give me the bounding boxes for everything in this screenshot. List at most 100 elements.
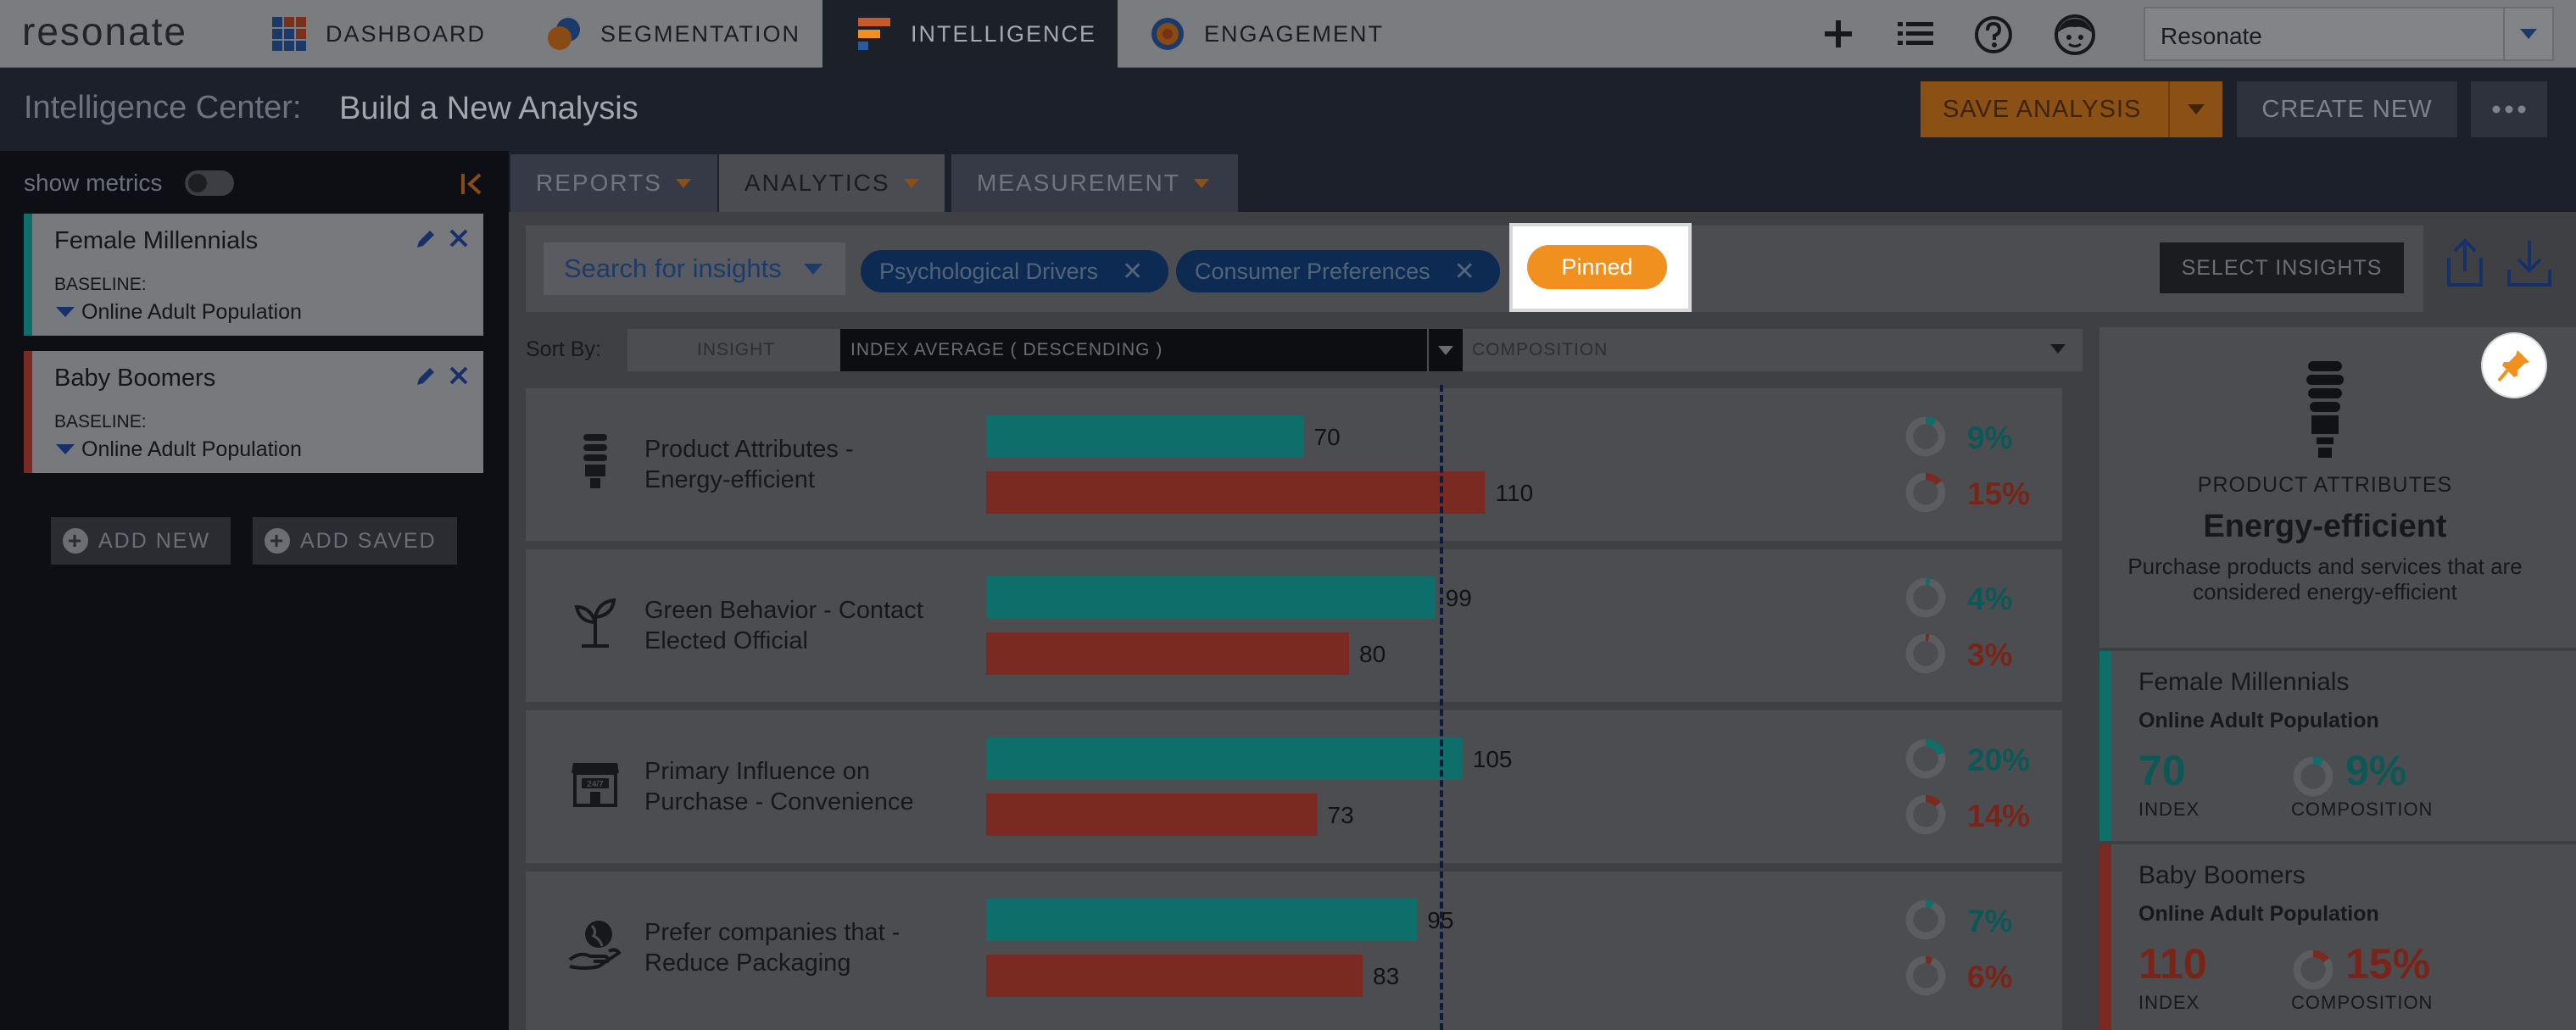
plus-icon[interactable]	[1823, 19, 1854, 49]
insight-label-line1: Green Behavior - Contact	[644, 597, 923, 624]
insight-label-line2: Reduce Packaging	[644, 949, 851, 977]
tab-analytics[interactable]: ANALYTICS	[719, 154, 945, 212]
add-new-label: ADD NEW	[98, 528, 211, 553]
select-insights-button[interactable]: SELECT INSIGHTS	[2160, 242, 2404, 293]
nav-intelligence[interactable]: INTELLIGENCE	[822, 0, 1118, 68]
segment-color-bar	[24, 351, 32, 473]
close-icon[interactable]	[448, 227, 470, 249]
remove-chip-icon[interactable]: ✕	[1453, 257, 1475, 286]
detail-segment: Female Millennials Online Adult Populati…	[2099, 648, 2576, 844]
composition-donut-icon	[2293, 756, 2333, 797]
baseline-expand-icon[interactable]	[56, 444, 75, 454]
collapse-sidebar-icon[interactable]	[460, 172, 485, 196]
close-icon[interactable]	[448, 365, 470, 387]
tab-label: REPORTS	[536, 170, 662, 196]
segment-index-value: 70	[2138, 747, 2186, 794]
filter-chip[interactable]: Psychological Drivers ✕	[861, 250, 1168, 292]
chevron-down-icon	[803, 263, 822, 275]
sort-index-dropdown[interactable]	[1427, 329, 1463, 371]
nav-dashboard[interactable]: DASHBOARD	[271, 0, 508, 68]
segment-composition-value: 9%	[2345, 747, 2407, 794]
pinned-filter-button[interactable]: Pinned	[1527, 245, 1667, 289]
resonate-logo[interactable]: resonate	[22, 9, 188, 53]
segment-color-bar	[2099, 844, 2111, 1030]
sprout-icon	[574, 598, 616, 648]
index-label: INDEX	[2138, 992, 2200, 1013]
download-icon[interactable]	[2506, 239, 2552, 288]
segment-card[interactable]: Baby Boomers BASELINE: Online Adult Popu…	[24, 351, 483, 473]
list-icon[interactable]	[1898, 20, 1933, 47]
composition-donut-icon	[2293, 949, 2333, 990]
detail-description: Purchase products and services that are …	[2099, 554, 2551, 604]
composition-label: COMPOSITION	[2291, 799, 2434, 820]
index-label: INDEX	[2138, 799, 2200, 820]
baseline-label: BASELINE:	[54, 412, 147, 431]
nav-label: DASHBOARD	[326, 20, 487, 47]
detail-segment: Baby Boomers Online Adult Population 110…	[2099, 841, 2576, 1030]
svg-text:24/7: 24/7	[587, 780, 604, 789]
search-insights-dropdown[interactable]: Search for insights	[544, 242, 845, 295]
pin-insight-button[interactable]	[2481, 332, 2547, 398]
remove-chip-icon[interactable]: ✕	[1122, 257, 1144, 286]
segment-color-bar	[24, 214, 32, 336]
segment-card[interactable]: Female Millennials BASELINE: Online Adul…	[24, 214, 483, 336]
more-options-button[interactable]	[2471, 81, 2547, 137]
insight-row[interactable]: Product Attributes - Energy-efficient	[526, 388, 2062, 541]
account-select[interactable]: Resonate	[2144, 7, 2554, 61]
hand-globe-icon	[568, 921, 622, 970]
baseline-value: Online Adult Population	[81, 437, 302, 461]
insight-row[interactable]: Green Behavior - Contact Elected Officia…	[526, 549, 2062, 702]
detail-category: PRODUCT ATTRIBUTES	[2197, 473, 2453, 497]
segment-composition-value: 15%	[2345, 940, 2431, 988]
nav-engagement[interactable]: ENGAGEMENT	[1150, 0, 1384, 68]
edit-pencil-icon[interactable]	[414, 365, 438, 388]
add-saved-button[interactable]: + ADD SAVED	[253, 517, 457, 565]
filter-chip-label: Consumer Preferences	[1195, 258, 1430, 284]
segment-name: Female Millennials	[54, 227, 259, 254]
chevron-down-icon	[2188, 104, 2205, 114]
tab-measurement[interactable]: MEASUREMENT	[951, 154, 1238, 212]
composition-label: COMPOSITION	[2291, 992, 2434, 1013]
save-analysis-button[interactable]: SAVE ANALYSIS	[1921, 81, 2222, 137]
sort-index-average-column[interactable]: INDEX AVERAGE ( DESCENDING )	[840, 329, 1427, 371]
baseline-expand-icon[interactable]	[56, 307, 75, 317]
filter-chip-label: Psychological Drivers	[879, 258, 1099, 284]
segment-baseline: Online Adult Population	[2138, 902, 2379, 926]
insight-label-line2: Elected Official	[644, 627, 808, 654]
segment-name: Baby Boomers	[54, 365, 216, 392]
filter-chip[interactable]: Consumer Preferences ✕	[1176, 250, 1500, 292]
chevron-down-icon	[903, 178, 919, 188]
store-24-7-icon: 24/7	[572, 763, 619, 807]
tab-reports[interactable]: REPORTS	[510, 154, 717, 212]
segment-name: Baby Boomers	[2138, 861, 2306, 889]
create-new-button[interactable]: CREATE NEW	[2237, 81, 2457, 137]
lightbulb-icon	[2306, 361, 2344, 458]
add-saved-label: ADD SAVED	[300, 528, 437, 553]
chevron-down-icon	[1438, 345, 1453, 355]
account-select-value: Resonate	[2161, 23, 2262, 49]
pin-icon	[2497, 350, 2529, 382]
chevron-down-icon[interactable]	[2050, 344, 2066, 354]
nav-label: SEGMENTATION	[600, 20, 801, 47]
save-options-dropdown[interactable]	[2168, 81, 2222, 137]
nav-segmentation[interactable]: SEGMENTATION	[546, 0, 800, 68]
show-metrics-toggle[interactable]	[185, 170, 234, 196]
sort-composition-column[interactable]: COMPOSITION	[1472, 340, 1609, 359]
nav-label: ENGAGEMENT	[1204, 20, 1385, 47]
add-new-button[interactable]: + ADD NEW	[51, 517, 231, 565]
insight-label-line2: Energy-efficient	[644, 466, 815, 493]
chevron-down-icon	[675, 178, 691, 188]
share-icon[interactable]	[2444, 237, 2486, 288]
composition-donut-arc	[2293, 756, 2333, 797]
insight-row[interactable]: Prefer companies that - Reduce Packaging	[526, 871, 2062, 1030]
plus-circle-icon: +	[265, 527, 290, 554]
lightbulb-icon	[583, 434, 607, 488]
insight-row[interactable]: 24/7 Primary Influence on Purchase - Con…	[526, 710, 2062, 863]
sort-insight-column[interactable]: INSIGHT	[697, 340, 776, 359]
edit-pencil-icon[interactable]	[414, 227, 438, 251]
help-icon[interactable]	[1974, 15, 2013, 54]
user-avatar-icon[interactable]	[2054, 14, 2096, 56]
show-metrics-label: show metrics	[24, 170, 163, 196]
insight-label-line2: Purchase - Convenience	[644, 788, 914, 816]
segment-color-bar	[2099, 651, 2111, 844]
